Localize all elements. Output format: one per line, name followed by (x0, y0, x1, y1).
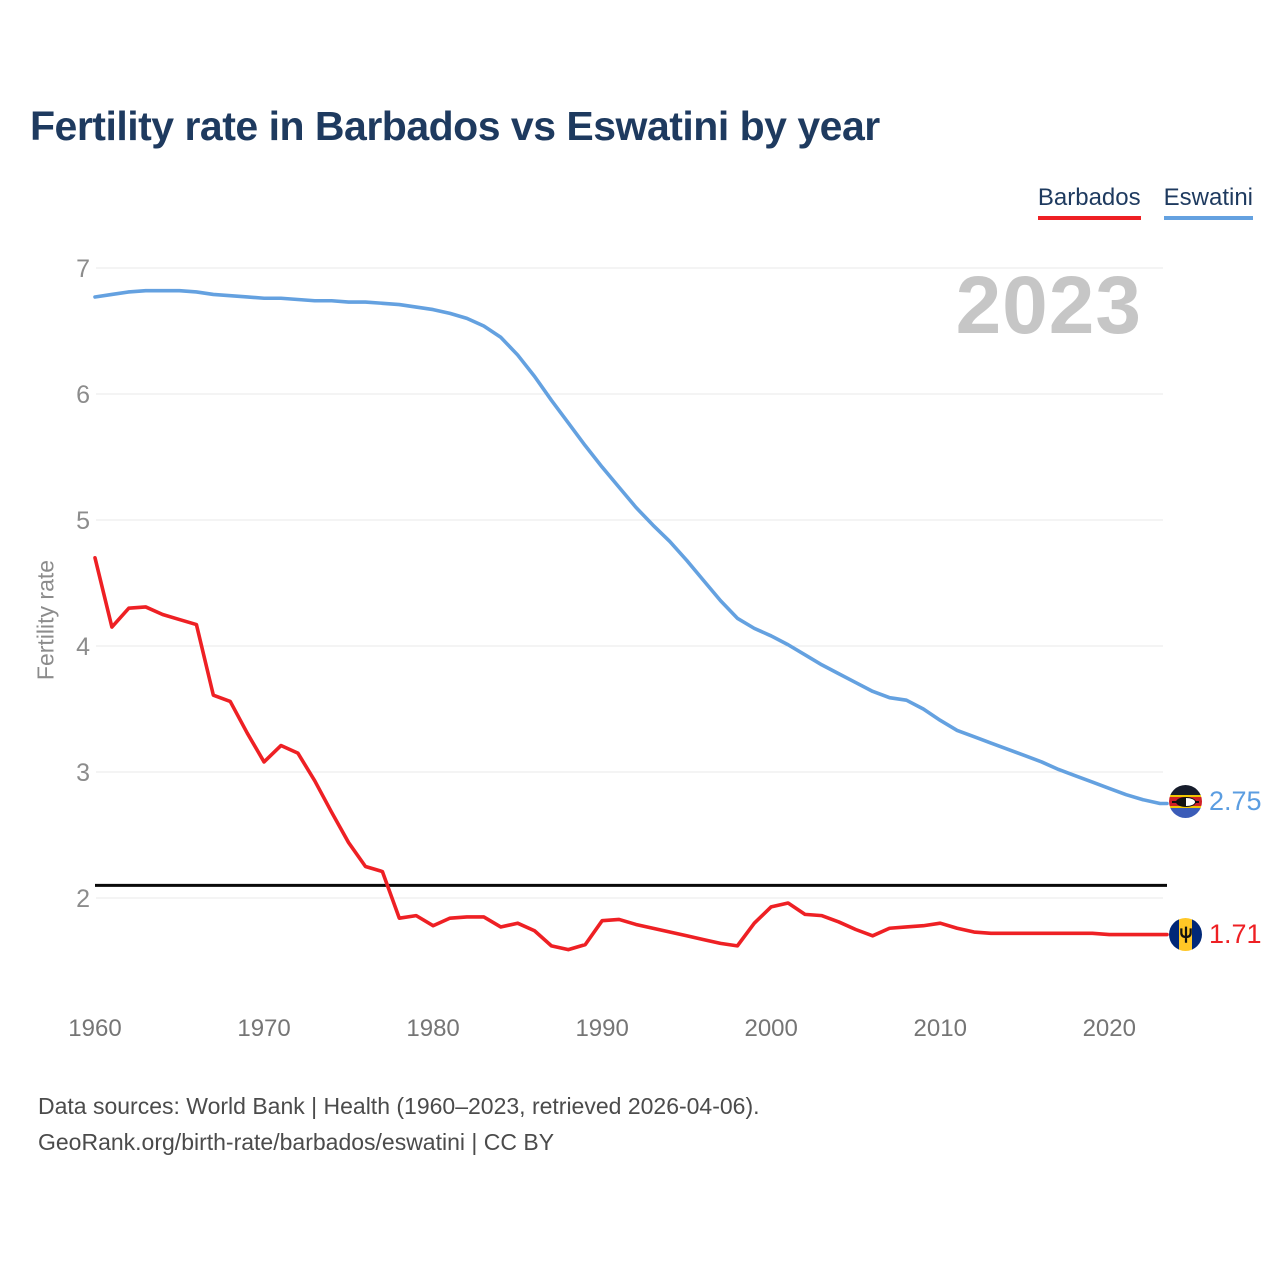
legend-item-barbados[interactable]: Barbados (1037, 184, 1141, 220)
barbados-line (93, 555, 1169, 952)
eswatini-end-value: 2.75 (1209, 786, 1262, 816)
x-tick-label-1970: 1970 (237, 1015, 290, 1042)
footer: Data sources: World Bank | Health (1960–… (38, 1088, 760, 1160)
chart-title: Fertility rate in Barbados vs Eswatini b… (30, 103, 880, 149)
y-tick-label-2: 2 (76, 885, 90, 913)
barbados-end-value: 1.71 (1209, 919, 1262, 949)
x-tick-label-1960: 1960 (68, 1015, 121, 1042)
x-tick-label-1990: 1990 (575, 1015, 628, 1042)
y-tick-label-6: 6 (76, 381, 90, 409)
legend-item-eswatini[interactable]: Eswatini (1163, 184, 1253, 220)
footer-attribution: GeoRank.org/birth-rate/barbados/eswatini… (38, 1129, 555, 1155)
y-tick-label-3: 3 (76, 759, 90, 787)
eswatini-flag-icon (1169, 785, 1202, 818)
y-tick-label-4: 4 (76, 633, 90, 661)
eswatini-shield (1175, 796, 1196, 807)
year-watermark: 2023 (955, 260, 1142, 351)
x-tick-label-1980: 1980 (406, 1015, 459, 1042)
barbados-end-label: 1.71 (1169, 918, 1262, 951)
y-tick-label-7: 7 (76, 255, 90, 283)
eswatini-line (93, 288, 1169, 806)
x-tick-label-2020: 2020 (1083, 1015, 1136, 1042)
eswatini-end-label: 2.75 (1169, 785, 1262, 818)
barbados-flag-icon (1169, 918, 1202, 951)
footer-sources: Data sources: World Bank | Health (1960–… (38, 1093, 760, 1119)
legend: Barbados Eswatini (1037, 184, 1253, 220)
x-tick-label-2000: 2000 (744, 1015, 797, 1042)
trident-icon (1179, 926, 1192, 943)
x-tick-label-2010: 2010 (914, 1015, 967, 1042)
y-tick-label-5: 5 (76, 507, 90, 535)
